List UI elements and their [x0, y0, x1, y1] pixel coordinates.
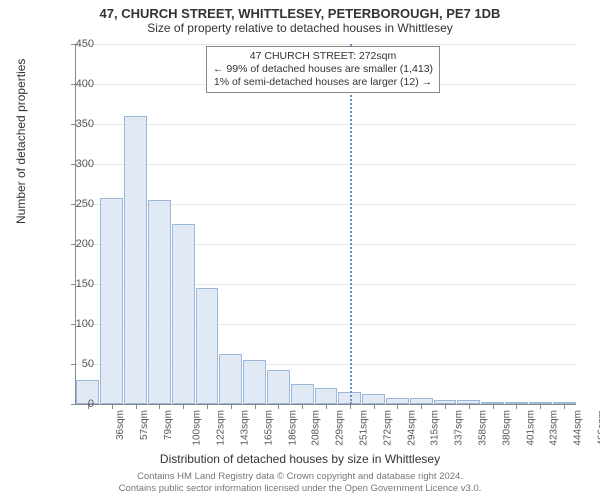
- xtick-mark: [112, 404, 113, 409]
- histogram-bar: [219, 354, 242, 404]
- xtick-mark: [183, 404, 184, 409]
- ytick-label: 250: [64, 198, 94, 210]
- histogram-chart: 47, CHURCH STREET, WHITTLESEY, PETERBORO…: [0, 0, 600, 500]
- xtick-label: 358sqm: [478, 410, 489, 446]
- xtick-mark: [207, 404, 208, 409]
- xtick-label: 143sqm: [240, 410, 251, 446]
- xtick-mark: [445, 404, 446, 409]
- plot-area: 36sqm57sqm79sqm100sqm122sqm143sqm165sqm1…: [75, 44, 576, 405]
- xtick-label: 208sqm: [311, 410, 322, 446]
- histogram-bar: [243, 360, 266, 404]
- xtick-label: 251sqm: [359, 410, 370, 446]
- footer-line-2: Contains public sector information licen…: [119, 483, 482, 494]
- annotation-box: 47 CHURCH STREET: 272sqm← 99% of detache…: [206, 46, 440, 93]
- chart-title: 47, CHURCH STREET, WHITTLESEY, PETERBORO…: [0, 0, 600, 21]
- xtick-mark: [255, 404, 256, 409]
- xtick-label: 444sqm: [573, 410, 584, 446]
- ytick-label: 50: [64, 358, 94, 370]
- xtick-label: 337sqm: [454, 410, 465, 446]
- xtick-label: 380sqm: [501, 410, 512, 446]
- histogram-bar: [196, 288, 219, 404]
- xtick-mark: [516, 404, 517, 409]
- histogram-bar: [291, 384, 314, 404]
- chart-subtitle: Size of property relative to detached ho…: [0, 21, 600, 37]
- xtick-mark: [397, 404, 398, 409]
- gridline: [76, 124, 576, 125]
- xtick-label: 57sqm: [139, 410, 150, 440]
- xtick-label: 401sqm: [525, 410, 536, 446]
- xtick-mark: [421, 404, 422, 409]
- xtick-label: 423sqm: [549, 410, 560, 446]
- y-axis-label: Number of detached properties: [14, 59, 28, 224]
- annotation-line-2: ← 99% of detached houses are smaller (1,…: [213, 63, 433, 75]
- xtick-label: 165sqm: [263, 410, 274, 446]
- histogram-bar: [124, 116, 147, 404]
- histogram-bar: [100, 198, 123, 404]
- ytick-label: 350: [64, 118, 94, 130]
- gridline: [76, 44, 576, 45]
- footer-attribution: Contains HM Land Registry data © Crown c…: [0, 471, 600, 494]
- histogram-bar: [362, 394, 385, 404]
- annotation-line-1: 47 CHURCH STREET: 272sqm: [250, 50, 396, 62]
- xtick-mark: [374, 404, 375, 409]
- xtick-label: 100sqm: [192, 410, 203, 446]
- xtick-mark: [136, 404, 137, 409]
- ytick-label: 300: [64, 158, 94, 170]
- xtick-mark: [469, 404, 470, 409]
- xtick-label: 229sqm: [335, 410, 346, 446]
- xtick-mark: [493, 404, 494, 409]
- xtick-mark: [278, 404, 279, 409]
- ytick-label: 400: [64, 78, 94, 90]
- xtick-mark: [302, 404, 303, 409]
- annotation-line-3: 1% of semi-detached houses are larger (1…: [214, 76, 432, 88]
- ytick-label: 100: [64, 318, 94, 330]
- x-axis-label: Distribution of detached houses by size …: [0, 452, 600, 466]
- xtick-mark: [326, 404, 327, 409]
- xtick-label: 79sqm: [163, 410, 174, 440]
- xtick-mark: [231, 404, 232, 409]
- histogram-bar: [267, 370, 290, 404]
- ytick-label: 0: [64, 398, 94, 410]
- xtick-label: 186sqm: [287, 410, 298, 446]
- ytick-label: 450: [64, 38, 94, 50]
- gridline: [76, 164, 576, 165]
- ytick-label: 200: [64, 238, 94, 250]
- histogram-bar: [148, 200, 171, 404]
- xtick-label: 272sqm: [382, 410, 393, 446]
- marker-line: [350, 44, 352, 404]
- xtick-mark: [540, 404, 541, 409]
- xtick-label: 36sqm: [115, 410, 126, 440]
- xtick-mark: [350, 404, 351, 409]
- xtick-mark: [564, 404, 565, 409]
- histogram-bar: [315, 388, 338, 404]
- xtick-mark: [159, 404, 160, 409]
- histogram-bar: [172, 224, 195, 404]
- xtick-label: 122sqm: [216, 410, 227, 446]
- ytick-label: 150: [64, 278, 94, 290]
- xtick-label: 315sqm: [430, 410, 441, 446]
- xtick-label: 294sqm: [406, 410, 417, 446]
- footer-line-1: Contains HM Land Registry data © Crown c…: [137, 471, 463, 482]
